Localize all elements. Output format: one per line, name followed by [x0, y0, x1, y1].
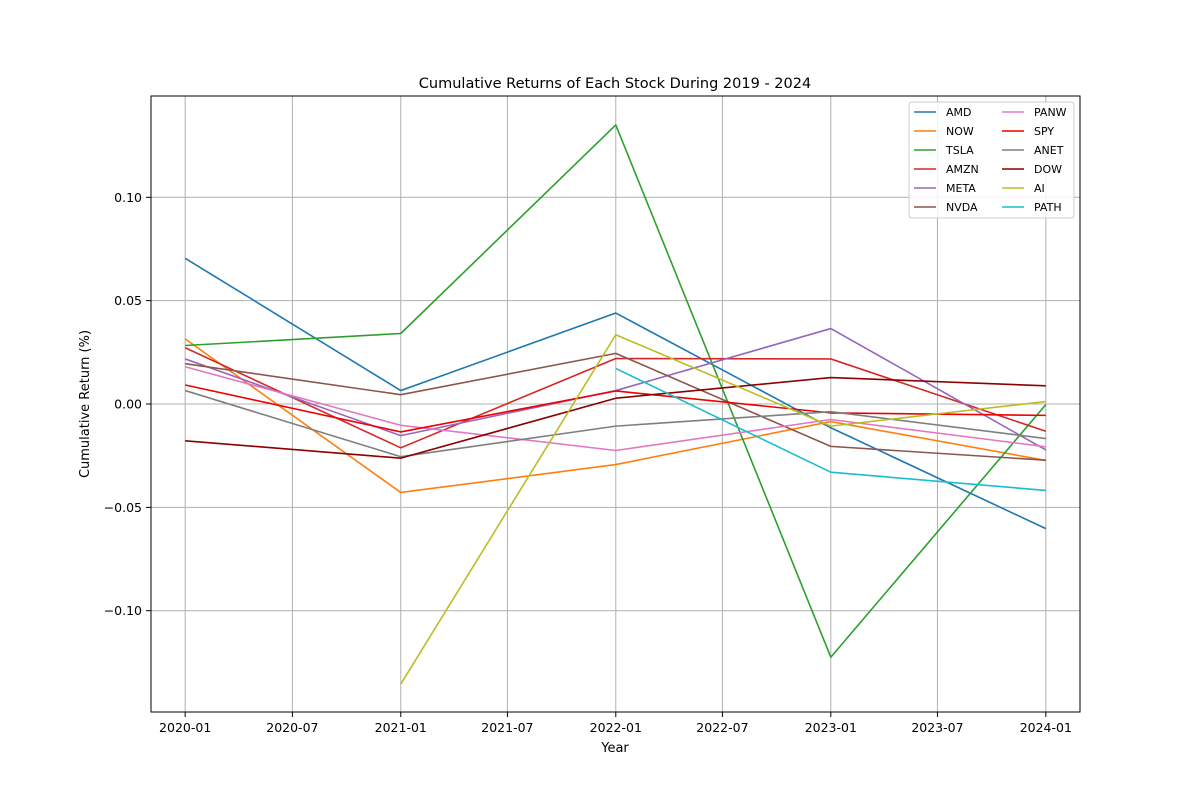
y-tick-label: −0.05: [104, 500, 142, 515]
y-tick-label: 0.05: [114, 293, 142, 308]
x-axis-ticks: 2020-01 2020-07 2021-01 2021-07 2022-01 2022-…: [159, 712, 1072, 735]
x-axis-label: Year: [600, 741, 629, 756]
legend-label-anet: ANET: [1034, 144, 1064, 157]
legend-label-spy: SPY: [1034, 125, 1054, 138]
chart-title: Cumulative Returns of Each Stock During …: [419, 76, 811, 92]
legend-label-meta: META: [946, 182, 976, 195]
x-tick-label: 2020-01: [159, 720, 211, 735]
series-line-anet: [184, 389, 1046, 458]
series-line-amd: [184, 257, 1047, 530]
y-axis-ticks: −0.10 −0.05 0.00 0.05 0.10: [104, 190, 151, 618]
series-line-nvda: [185, 352, 1046, 462]
series-line-path: [615, 367, 1046, 492]
x-tick-label: 2022-07: [696, 720, 748, 735]
series-lines: [184, 124, 1047, 685]
legend-label-now: NOW: [946, 125, 974, 138]
x-tick-label: 2023-07: [911, 720, 963, 735]
legend-label-tsla: TSLA: [945, 144, 974, 157]
legend-label-ai: AI: [1034, 182, 1045, 195]
series-line-now: [184, 338, 1046, 494]
x-tick-label: 2021-01: [375, 720, 427, 735]
y-axis-label: Cumulative Return (%): [78, 330, 93, 478]
series-line-panw: [184, 366, 1046, 452]
legend-frame: [908, 101, 1075, 219]
legend-label-nvda: NVDA: [946, 201, 978, 214]
x-tick-label: 2023-01: [805, 720, 857, 735]
series-line-ai: [400, 333, 1046, 685]
x-tick-label: 2024-01: [1020, 720, 1072, 735]
legend-label-path: PATH: [1034, 201, 1062, 214]
legend: AMD NOW TSLA AMZN META NVDA PANW SPY ANET DOW AI PA…: [908, 101, 1075, 219]
legend-label-dow: DOW: [1034, 163, 1062, 176]
legend-label-amd: AMD: [946, 106, 972, 119]
y-tick-label: 0.00: [114, 397, 142, 412]
series-line-dow: [185, 376, 1046, 459]
y-tick-label: −0.10: [104, 603, 142, 618]
series-line-tsla: [185, 124, 1047, 659]
series-line-amzn: [184, 347, 1047, 449]
y-tick-label: 0.10: [114, 190, 142, 205]
legend-label-amzn: AMZN: [946, 163, 979, 176]
x-tick-label: 2021-07: [481, 720, 533, 735]
series-line-spy: [184, 384, 1046, 433]
x-tick-label: 2020-07: [266, 720, 318, 735]
x-tick-label: 2022-01: [590, 720, 642, 735]
legend-label-panw: PANW: [1034, 106, 1067, 119]
